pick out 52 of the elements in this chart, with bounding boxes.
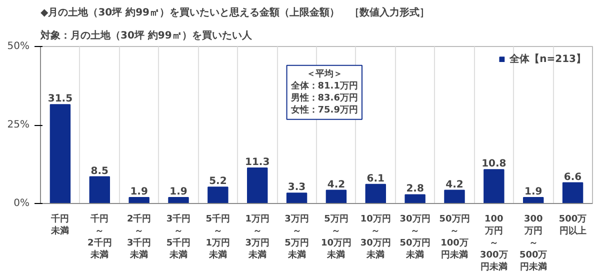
data-label: 4.2	[446, 179, 464, 190]
y-tick-label: 50%	[7, 41, 30, 52]
bar	[444, 190, 465, 204]
x-tick-label: 30万円～50万円未満	[400, 214, 430, 260]
bar	[89, 176, 110, 204]
bar	[50, 104, 71, 204]
x-tick-label: 300万円～500万円未満	[519, 214, 548, 272]
bar	[562, 182, 584, 204]
bar	[128, 197, 150, 204]
legend-label: 全体【n=213】	[510, 52, 586, 66]
x-tick-label: 10万円～30万円未満	[360, 214, 391, 260]
y-tick-label: 25%	[7, 120, 30, 130]
x-tick-label: 3千円～5千円未満	[166, 214, 191, 260]
x-tick-label: 500万円以上	[558, 214, 587, 236]
chart-title: ◆月の土地（30坪 約99㎡）を買いたいと思える金額（上限金額） ［数値入力形式］	[40, 6, 430, 18]
bar	[168, 197, 189, 204]
bar	[365, 184, 386, 204]
bar	[247, 168, 268, 204]
x-tick-label: 100万円～300万円未満	[480, 214, 508, 272]
annotation: 女性：75.9万円	[290, 104, 358, 116]
data-label: 31.5	[48, 94, 73, 105]
annotation: 男性：83.6万円	[290, 92, 358, 104]
data-label: 6.6	[564, 172, 582, 183]
chart-subtitle: 対象：月の土地（30坪 約99㎡）を買いたい人	[40, 30, 253, 42]
data-label: 2.8	[406, 184, 424, 195]
x-tick-label: 5万円～10万円未満	[320, 214, 352, 260]
x-tick-label: 3万円～5万円未満	[284, 214, 309, 260]
data-label: 1.9	[130, 186, 148, 198]
data-label: 3.3	[288, 182, 306, 194]
y-tick-label: 0%	[14, 198, 30, 209]
bar	[523, 197, 544, 204]
data-label: 10.8	[482, 158, 506, 170]
annotation: ＜平均＞	[306, 68, 342, 80]
data-label: 6.1	[366, 173, 385, 184]
bar	[326, 190, 347, 204]
x-tick-label: 千円未満	[50, 214, 70, 236]
data-label: 1.9	[524, 186, 542, 198]
data-label: 11.3	[245, 157, 270, 168]
x-tick-label: 50万円～100万円未満	[439, 214, 470, 260]
bar	[404, 194, 426, 204]
bar	[208, 186, 228, 204]
data-label: 5.2	[209, 176, 227, 188]
data-label: 4.2	[327, 179, 346, 190]
data-label: 8.5	[90, 166, 109, 177]
x-tick-label: 1万円～3万円未満	[245, 214, 270, 260]
bar	[484, 169, 504, 204]
annotation: 全体：81.1万円	[290, 80, 358, 92]
bar	[286, 192, 308, 204]
x-tick-label: 千円～2千円未満	[88, 214, 112, 260]
x-tick-label: 2千円～3千円未満	[126, 214, 152, 260]
data-label: 1.9	[170, 186, 188, 198]
x-tick-label: 5千円～1万円未満	[206, 214, 230, 260]
